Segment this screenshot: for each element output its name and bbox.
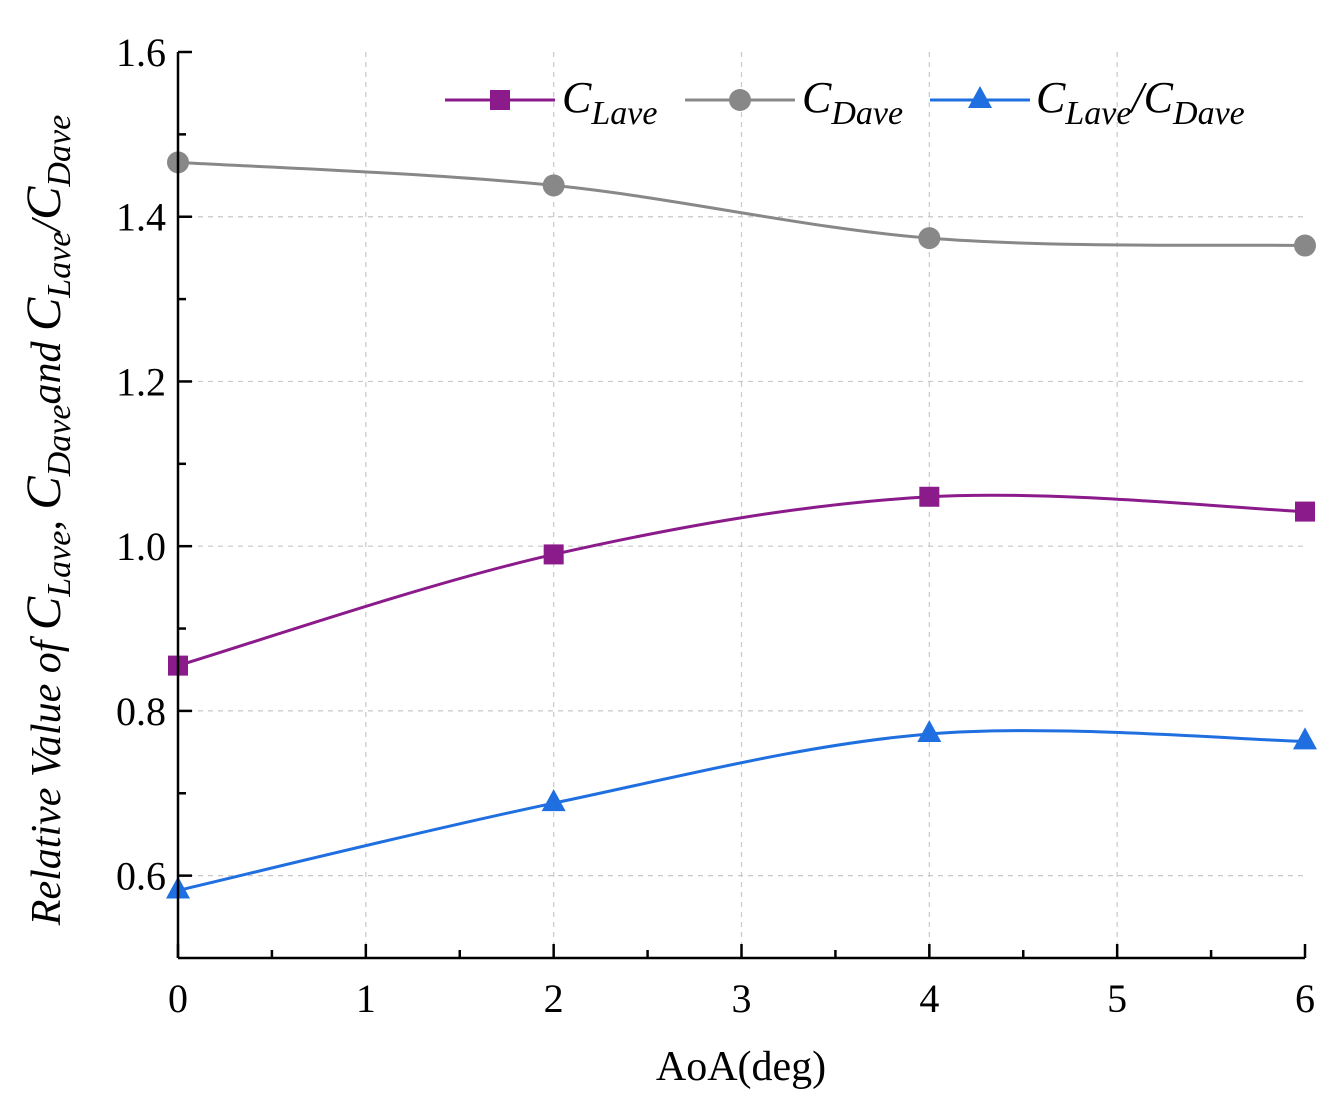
data-point-ratio xyxy=(1293,727,1317,750)
y-tick-label: 0.6 xyxy=(116,854,166,899)
series-markers xyxy=(166,151,1317,899)
series-line-cdave xyxy=(177,160,1306,248)
legend-marker-ratio xyxy=(968,86,992,108)
x-tick-label: 2 xyxy=(544,976,564,1021)
data-point-ratio xyxy=(917,719,942,742)
data-point-cdave xyxy=(918,227,941,250)
y-tick-label: 0.8 xyxy=(116,689,166,734)
data-point-clave xyxy=(919,486,940,507)
y-tick-label: 1.2 xyxy=(116,359,166,404)
x-tick-label: 1 xyxy=(356,976,376,1021)
legend-label-ratio: CLave/CDave xyxy=(1036,73,1245,132)
series-line-clave xyxy=(177,493,1306,668)
x-axis-title: AoA(deg) xyxy=(656,1044,826,1090)
x-tick-label: 4 xyxy=(919,976,939,1021)
x-tick-label: 6 xyxy=(1295,976,1315,1021)
legend-marker-cdave xyxy=(729,89,751,111)
x-tick-label: 5 xyxy=(1107,976,1127,1021)
ticks xyxy=(176,50,1307,958)
y-axis-title: Relative Value of CLave, CDaveand CLave/… xyxy=(15,115,78,926)
series-lines xyxy=(177,160,1306,892)
y-tick-label: 1.4 xyxy=(116,195,166,240)
data-point-clave xyxy=(543,544,564,565)
data-point-ratio xyxy=(541,789,566,812)
data-point-clave xyxy=(1295,501,1315,522)
legend: CLave CDave CLave/CDave xyxy=(445,73,1245,132)
x-tick-label: 3 xyxy=(732,976,752,1021)
y-tick-label: 1.6 xyxy=(116,30,166,75)
legend-marker-clave xyxy=(490,90,510,110)
legend-label-cdave: CDave xyxy=(802,73,903,132)
legend-label-clave: CLave xyxy=(562,73,657,132)
data-point-cdave xyxy=(1294,234,1316,257)
x-tick-label: 0 xyxy=(168,976,188,1021)
y-tick-label: 1.0 xyxy=(116,524,166,569)
tick-labels: 0 1 2 3 4 5 6 0.6 0.8 1.0 1.2 1.4 1.6 xyxy=(116,30,1315,1021)
grid-lines xyxy=(178,52,1305,958)
series-line-ratio xyxy=(177,729,1306,892)
data-point-cdave xyxy=(542,174,565,197)
